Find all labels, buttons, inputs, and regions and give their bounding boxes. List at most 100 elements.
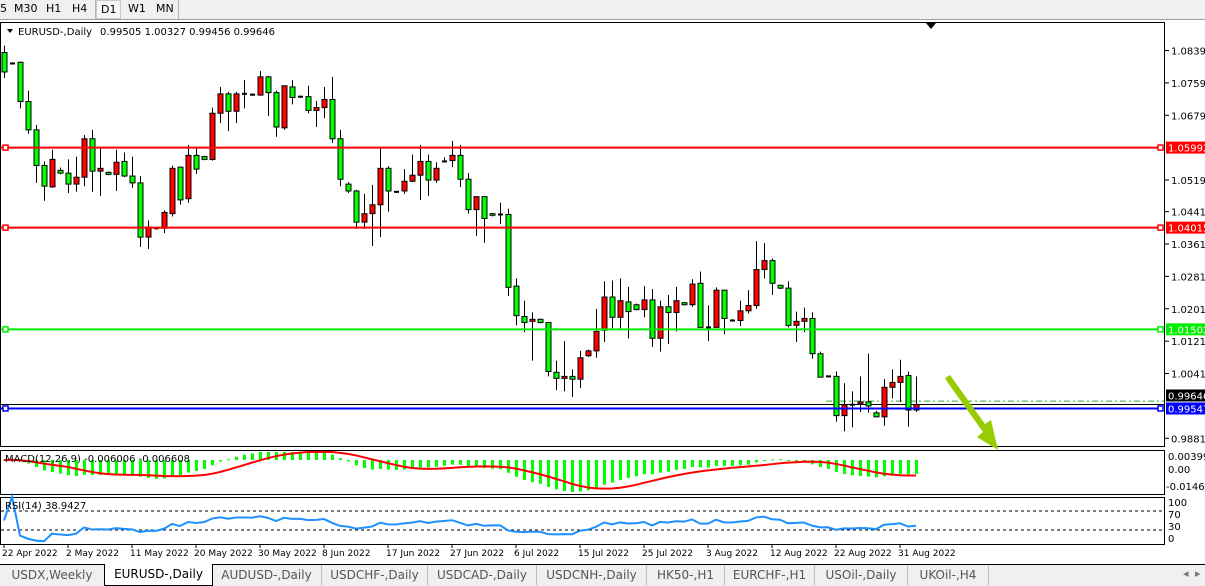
down-arrow-object[interactable] — [945, 375, 998, 450]
rsi-pane[interactable] — [0, 497, 1165, 545]
macd-label: MACD(12,26,9) -0.006006 -0.006608 — [5, 454, 190, 465]
time-axis-label: 3 Aug 2022 — [706, 549, 758, 559]
macd-axis-max: 0.00399 — [1168, 452, 1205, 463]
candle-body-bull — [473, 196, 480, 211]
macd-histogram-bar — [707, 460, 710, 468]
candle — [473, 196, 480, 236]
candle-body-bull — [577, 357, 584, 380]
line-price-label: 0.99547 — [1168, 404, 1205, 415]
candle-body-bear — [201, 156, 208, 160]
candle — [401, 169, 408, 194]
candle-body-bear — [481, 196, 488, 220]
candle — [481, 196, 488, 243]
macd-signal-line — [3, 451, 917, 490]
candle-body-bull — [281, 85, 288, 129]
tab-usdx-weekly[interactable]: USDX,Weekly — [0, 565, 105, 585]
timeframe-mn-button[interactable]: MN — [156, 2, 174, 15]
candle-body-bull — [737, 310, 744, 322]
candle — [121, 152, 128, 178]
candle-body-bull — [409, 174, 416, 182]
tab-eurchf-h1[interactable]: EURCHF-,H1 — [725, 565, 815, 585]
candle — [73, 156, 80, 192]
macd-histogram-bar — [371, 460, 374, 470]
candle-body-bear — [137, 182, 144, 238]
macd-histogram-bar — [843, 460, 846, 474]
main-pane[interactable] — [0, 22, 1165, 447]
candle-body-bear — [265, 76, 272, 94]
tab-usdcad-daily[interactable]: USDCAD-,Daily — [428, 565, 537, 585]
line-anchor-right[interactable] — [1157, 326, 1164, 333]
tab-usdchf-daily[interactable]: USDCHF-,Daily — [322, 565, 428, 585]
timeframe-h4-button[interactable]: H4 — [72, 2, 88, 15]
timeframe-h1-button[interactable]: H1 — [46, 2, 62, 15]
candle-body-bull — [209, 112, 216, 160]
tab-usdcnh-daily[interactable]: USDCNH-,Daily — [537, 565, 647, 585]
chart-shift-marker-icon[interactable] — [926, 23, 936, 29]
candle — [505, 208, 512, 296]
candle — [577, 350, 584, 389]
tab-audusd-daily[interactable]: AUDUSD-,Daily — [212, 565, 322, 585]
line-anchor-left[interactable] — [2, 326, 9, 333]
price-axis-label: 1.04410 — [1171, 208, 1205, 219]
macd-histogram-bar — [915, 460, 918, 475]
candle — [609, 280, 616, 329]
timeframe-d1-button[interactable]: D1 — [96, 0, 122, 19]
ohlc-label: 0.99505 1.00327 0.99456 0.99646 — [100, 27, 275, 38]
candle-body-bear — [697, 282, 704, 328]
candle — [185, 144, 192, 203]
tab-ukoil-h4[interactable]: UKOil-,H4 — [908, 565, 989, 585]
candle — [777, 284, 784, 289]
macd-histogram-bar — [387, 460, 390, 470]
time-axis-label: 25 Jul 2022 — [642, 549, 693, 559]
price-axis-label: 1.03610 — [1171, 240, 1205, 251]
line-anchor-right[interactable] — [1157, 224, 1164, 231]
tab-scroll-left-icon[interactable]: ◂ — [1183, 567, 1189, 580]
tab-eurusd-daily[interactable]: EURUSD-,Daily — [104, 564, 213, 586]
candle-body-bull — [601, 296, 608, 331]
candle-body-bull — [713, 289, 720, 328]
candle — [449, 140, 456, 168]
macd-histogram-bar — [107, 460, 110, 475]
tab-scroll-right-icon[interactable]: ▸ — [1195, 567, 1201, 580]
collapse-triangle-icon[interactable] — [7, 29, 13, 33]
candle — [321, 86, 328, 119]
macd-histogram-bar — [203, 460, 206, 470]
tab-hk50-h1[interactable]: HK50-,H1 — [647, 565, 725, 585]
macd-histogram-bar — [299, 452, 302, 460]
candle — [225, 91, 232, 132]
line-anchor-right[interactable] — [1157, 405, 1164, 412]
candle-body-bear — [569, 375, 576, 380]
macd-histogram-bar — [219, 460, 222, 462]
line-anchor-left[interactable] — [2, 405, 9, 412]
rsi-label: RSI(14) 38.9427 — [5, 501, 86, 512]
line-anchor-left[interactable] — [2, 224, 9, 231]
macd-histogram-bar — [451, 460, 454, 465]
macd-histogram-bar — [427, 460, 430, 468]
macd-histogram-bar — [547, 460, 550, 487]
candle — [433, 162, 440, 183]
macd-histogram-bar — [563, 460, 566, 492]
rsi-axis-0: 0 — [1168, 534, 1174, 545]
line-price-label: 1.04015 — [1168, 224, 1205, 235]
macd-histogram-bar — [899, 460, 902, 474]
chart-window[interactable]: 1.05992 1.04015 1.01502 0.99547 0.99646 EURU… — [0, 20, 1205, 564]
time-axis-label: 12 Aug 2022 — [770, 549, 828, 559]
line-anchor-right[interactable] — [1157, 144, 1164, 151]
toolbar-separator — [95, 0, 96, 19]
candle-body-bull — [897, 375, 904, 383]
timeframe-m5-button[interactable]: 5 — [0, 2, 7, 15]
macd-histogram-bar — [595, 460, 598, 489]
candle — [826, 375, 831, 378]
timeframe-w1-button[interactable]: W1 — [128, 2, 146, 15]
timeframe-m30-button[interactable]: M30 — [14, 2, 38, 15]
line-anchor-left[interactable] — [2, 144, 9, 151]
candle-body-bear — [809, 317, 816, 355]
candle — [457, 144, 464, 187]
tab-usoil-daily[interactable]: USOil-,Daily — [815, 565, 908, 585]
candle-body-bull — [881, 386, 888, 418]
macd-histogram-bar — [883, 460, 886, 477]
line-price-badge — [1166, 141, 1205, 154]
macd-histogram-bar — [339, 458, 342, 460]
macd-histogram-bar — [379, 460, 382, 470]
candle-body-bull — [593, 330, 600, 352]
